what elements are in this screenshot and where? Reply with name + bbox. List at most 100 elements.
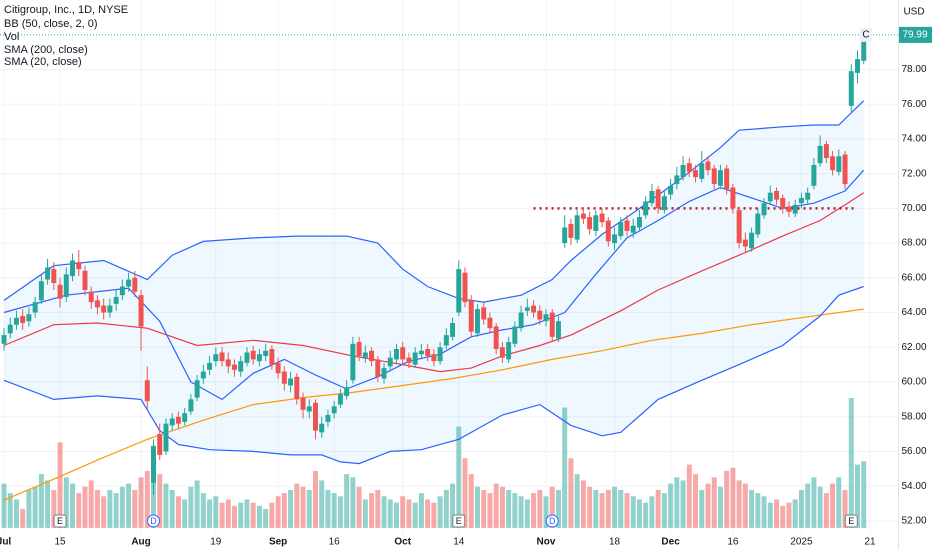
volume-bar bbox=[412, 502, 418, 528]
volume-bar bbox=[418, 493, 424, 528]
candle-body bbox=[51, 269, 57, 284]
candle-body bbox=[144, 380, 150, 402]
volume-bar bbox=[119, 486, 125, 528]
volume-bar bbox=[830, 483, 836, 528]
candle-body bbox=[406, 357, 412, 363]
price-tag-box bbox=[899, 26, 932, 43]
candle-body bbox=[755, 213, 761, 235]
volume-bar bbox=[456, 426, 462, 528]
candle-body bbox=[587, 217, 593, 230]
candle-body bbox=[836, 156, 842, 172]
volume-bar bbox=[369, 493, 375, 528]
x-tick-label: 21 bbox=[864, 537, 876, 548]
volume-bar bbox=[275, 496, 281, 528]
volume-bar bbox=[717, 486, 723, 528]
candle-body bbox=[855, 59, 860, 73]
dividend-marker bbox=[147, 514, 161, 528]
earnings-marker bbox=[53, 514, 67, 528]
volume-bar bbox=[406, 499, 412, 528]
volume-bar bbox=[144, 470, 150, 528]
candle-body bbox=[437, 347, 443, 362]
candle-body bbox=[263, 350, 269, 356]
candle-body bbox=[7, 324, 13, 334]
candle-body bbox=[537, 310, 543, 320]
candle-body bbox=[1, 335, 7, 344]
candle-body bbox=[107, 305, 113, 313]
candle-body bbox=[393, 349, 399, 360]
volume-bar bbox=[169, 489, 175, 528]
volume-bar bbox=[163, 483, 169, 528]
volume-bar bbox=[693, 474, 699, 528]
bb-basis-line bbox=[3, 192, 865, 373]
x-tick-label: 18 bbox=[609, 537, 621, 548]
candle-body bbox=[369, 350, 375, 362]
volume-bar bbox=[157, 474, 163, 528]
candle-body bbox=[288, 378, 294, 386]
x-tick-label: 14 bbox=[453, 537, 465, 548]
candle-body bbox=[686, 163, 692, 172]
candle-body bbox=[219, 352, 225, 362]
candle-body bbox=[425, 349, 431, 356]
candle-body bbox=[138, 295, 144, 327]
volume-bar bbox=[755, 493, 761, 528]
candle-body bbox=[568, 223, 574, 238]
volume-bar bbox=[182, 499, 188, 528]
candle-body bbox=[811, 164, 817, 186]
candle-body bbox=[649, 190, 655, 204]
volume-bar bbox=[686, 464, 692, 528]
volume-bar bbox=[487, 493, 493, 528]
volume-bar bbox=[462, 458, 468, 528]
volume-bar bbox=[549, 486, 555, 528]
candle-body bbox=[830, 156, 836, 171]
volume-bar bbox=[724, 470, 730, 528]
volume-bar bbox=[568, 458, 574, 528]
volume-bar bbox=[381, 496, 387, 528]
volume-bar bbox=[263, 508, 269, 528]
volume-bar bbox=[70, 483, 76, 528]
candle-body bbox=[175, 416, 181, 424]
volume-bar bbox=[138, 477, 144, 528]
volume-bar bbox=[680, 480, 686, 528]
candle-body bbox=[244, 352, 250, 363]
price-tag: 79.99 bbox=[902, 30, 927, 41]
candle-body bbox=[462, 272, 468, 303]
candle-body bbox=[805, 192, 811, 200]
volume-bar bbox=[26, 489, 32, 528]
candle-body bbox=[842, 154, 848, 185]
volume-bar bbox=[574, 474, 580, 528]
candle-body bbox=[151, 446, 157, 483]
volume-bar bbox=[587, 486, 593, 528]
candle-body bbox=[456, 269, 462, 313]
currency[interactable]: USD bbox=[903, 7, 924, 18]
candle-body bbox=[63, 274, 69, 297]
candle-body bbox=[70, 260, 76, 277]
x-tick-label: Nov bbox=[537, 537, 556, 548]
volume-bar bbox=[848, 398, 854, 528]
candle-body bbox=[362, 352, 368, 358]
volume-bar bbox=[761, 496, 767, 528]
candle-body bbox=[599, 213, 605, 223]
volume-bar bbox=[32, 486, 38, 528]
candle-body bbox=[182, 413, 188, 422]
candle-body bbox=[668, 185, 674, 195]
candle-body bbox=[57, 284, 63, 299]
volume-bar bbox=[51, 489, 57, 528]
volume-bar bbox=[468, 474, 474, 528]
volume-bar bbox=[493, 483, 499, 528]
price-axis: 52.00 54.00 56.00 58.00 60.00 62.00 64.00 66.00… bbox=[0, 26, 932, 548]
volume-bar bbox=[356, 486, 362, 528]
volume-bar bbox=[63, 477, 69, 528]
candle-body bbox=[655, 189, 661, 209]
volume-bar bbox=[524, 499, 530, 528]
y-tick-label: 74.00 bbox=[901, 134, 926, 145]
volume-bar bbox=[281, 493, 287, 528]
candle-body bbox=[275, 362, 281, 374]
volume-bar bbox=[331, 493, 337, 528]
candle-body bbox=[163, 423, 169, 452]
candle-body bbox=[618, 222, 624, 237]
volume-bar bbox=[618, 489, 624, 528]
volume-bar bbox=[207, 499, 213, 528]
candle-body bbox=[319, 423, 325, 433]
volume-bar bbox=[512, 493, 518, 528]
